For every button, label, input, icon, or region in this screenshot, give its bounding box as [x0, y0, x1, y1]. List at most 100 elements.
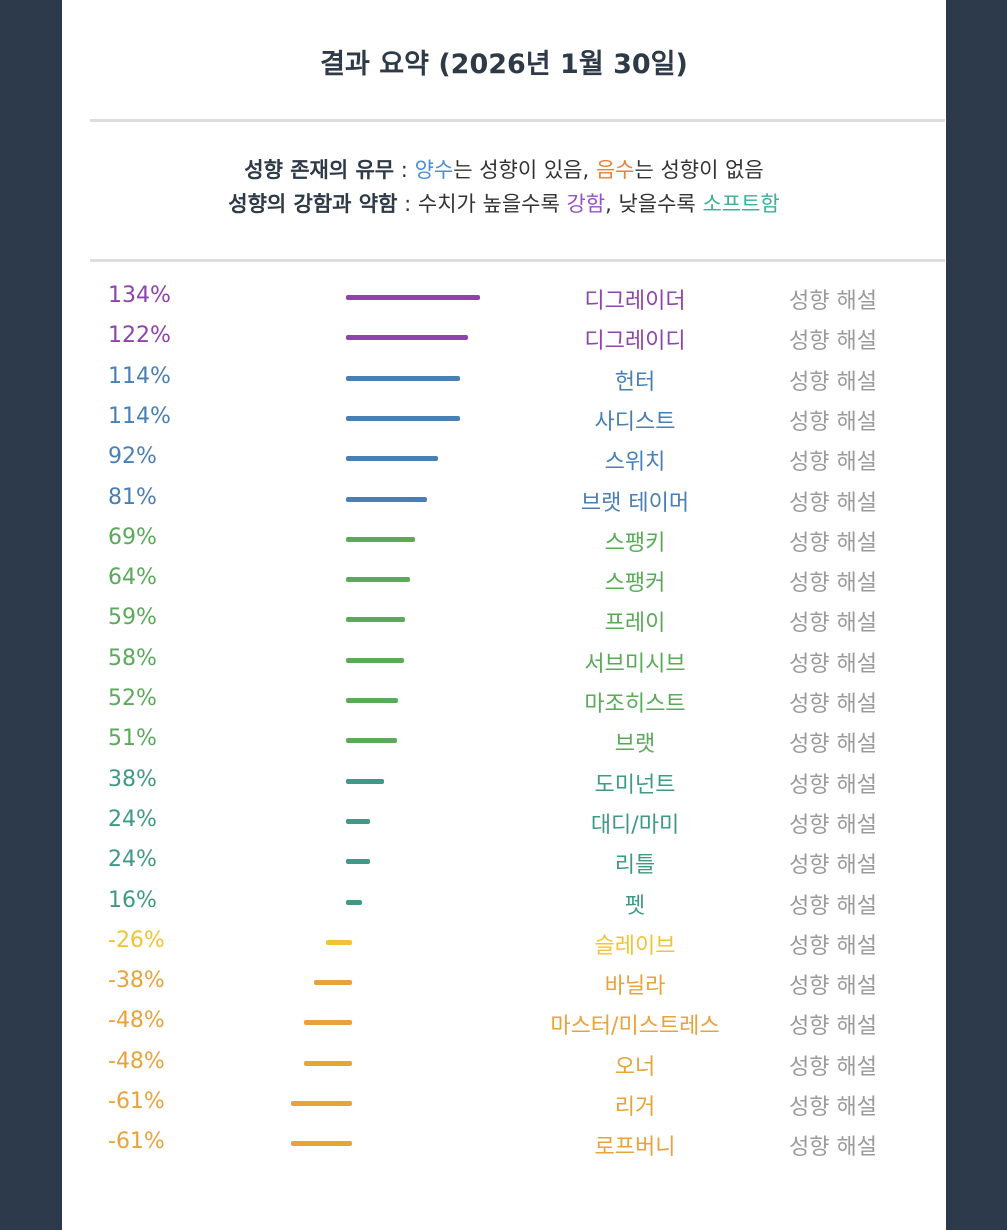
explanation-link[interactable]: 성향 해설: [789, 974, 877, 1000]
chart-row: 16% 펫 성향 해설: [0, 884, 1007, 924]
chart-bar: [346, 295, 480, 300]
explanation-link[interactable]: 성향 해설: [789, 450, 877, 476]
chart-row: -61% 로프버니 성향 해설: [0, 1125, 1007, 1165]
chart-bar: [314, 980, 352, 986]
legend-line-2: 성향의 강함과 약함 : 수치가 높을수록 강함, 낮을수록 소프트함: [62, 188, 946, 218]
chart-row: -26% 슬레이브 성향 해설: [0, 924, 1007, 964]
legend-soft: 소프트함: [702, 192, 780, 216]
value-label: -38%: [108, 968, 165, 994]
explanation-link[interactable]: 성향 해설: [789, 732, 877, 758]
legend-text-1: 수치가 높을수록: [417, 192, 567, 216]
category-label: 리거: [614, 1095, 656, 1120]
category-label: 마스터/미스트레스: [550, 1014, 720, 1040]
explanation-link[interactable]: 성향 해설: [789, 530, 877, 556]
value-label: 92%: [108, 444, 157, 470]
explanation-link[interactable]: 성향 해설: [789, 611, 877, 637]
legend-line-1: 성향 존재의 유무 : 양수는 성향이 있음, 음수는 성향이 없음: [62, 154, 946, 184]
chart-row: 122% 디그레이디 성향 해설: [0, 319, 1007, 359]
category-label: 바닐라: [604, 974, 666, 1000]
value-label: 122%: [108, 323, 171, 349]
chart-row: 114% 헌터 성향 해설: [0, 360, 1007, 400]
category-label: 스팽커: [604, 571, 666, 597]
category-label: 도미넌트: [594, 772, 676, 798]
explanation-link[interactable]: 성향 해설: [789, 1054, 877, 1080]
chart-bar: [346, 657, 404, 663]
category-label: 오너: [614, 1054, 656, 1080]
chart-bar: [346, 818, 370, 824]
category-label: 브랫 테이머: [580, 490, 690, 516]
explanation-link[interactable]: 성향 해설: [789, 1095, 877, 1120]
explanation-link[interactable]: 성향 해설: [789, 893, 877, 919]
chart-bar: [291, 1101, 352, 1106]
divider-top: [90, 119, 945, 122]
explanation-link[interactable]: 성향 해설: [789, 369, 877, 395]
value-label: 24%: [108, 806, 157, 832]
category-label: 펫: [624, 893, 646, 919]
value-label: 81%: [108, 484, 157, 510]
explanation-link[interactable]: 성향 해설: [789, 692, 877, 717]
legend-strong: 강함: [566, 192, 606, 216]
legend-label-strength: 성향의 강함과 약함: [228, 192, 398, 216]
explanation-link[interactable]: 성향 해설: [789, 329, 877, 355]
explanation-link[interactable]: 성향 해설: [789, 571, 877, 597]
category-label: 대디/마미: [590, 812, 680, 838]
chart-row: 134% 디그레이더 성향 해설: [0, 279, 1007, 319]
chart-row: 69% 스팽키 성향 해설: [0, 521, 1007, 561]
value-label: 114%: [108, 363, 171, 389]
legend-negative: 음수: [595, 158, 635, 182]
chart-row: 64% 스팽커 성향 해설: [0, 561, 1007, 601]
legend-positive: 양수: [414, 158, 454, 182]
chart-row: 92% 스위치 성향 해설: [0, 440, 1007, 480]
value-label: 59%: [108, 605, 157, 631]
explanation-link[interactable]: 성향 해설: [789, 409, 877, 435]
explanation-link[interactable]: 성향 해설: [789, 1014, 877, 1040]
category-label: 스위치: [604, 450, 666, 476]
value-label: 114%: [108, 403, 171, 429]
value-label: -26%: [108, 927, 165, 953]
value-label: 51%: [108, 726, 157, 752]
divider-bottom: [90, 259, 945, 262]
legend-sep: :: [394, 158, 415, 182]
category-label: 디그레이디: [584, 329, 686, 355]
explanation-link[interactable]: 성향 해설: [789, 651, 877, 677]
chart-bar: [346, 698, 398, 703]
chart-bar: [346, 617, 405, 623]
chart-row: 38% 도미넌트 성향 해설: [0, 763, 1007, 803]
chart-row: 51% 브랫 성향 해설: [0, 722, 1007, 762]
legend-positive-text: 는 성향이 있음,: [453, 158, 596, 182]
chart-bar: [346, 899, 362, 905]
legend-negative-text: 는 성향이 없음: [634, 158, 764, 182]
explanation-link[interactable]: 성향 해설: [789, 853, 877, 879]
chart-bar: [304, 1020, 352, 1026]
chart-row: -48% 마스터/미스트레스 성향 해설: [0, 1004, 1007, 1044]
legend-text-2: , 낮을수록: [605, 192, 703, 216]
chart-row: 24% 대디/마미 성향 해설: [0, 803, 1007, 843]
explanation-link[interactable]: 성향 해설: [789, 490, 877, 516]
category-label: 프레이: [604, 611, 666, 637]
legend-sep: :: [397, 192, 418, 216]
chart-row: 24% 리틀 성향 해설: [0, 843, 1007, 883]
chart-bar: [304, 1060, 352, 1066]
page-title: 결과 요약 (2026년 1월 30일): [320, 49, 688, 80]
chart-row: 59% 프레이 성향 해설: [0, 601, 1007, 641]
explanation-link[interactable]: 성향 해설: [789, 1135, 877, 1161]
result-card: [62, 0, 946, 1230]
explanation-link[interactable]: 성향 해설: [789, 933, 877, 959]
value-label: 134%: [108, 283, 171, 308]
value-label: 16%: [108, 887, 157, 913]
explanation-link[interactable]: 성향 해설: [789, 812, 877, 838]
chart-bar: [326, 939, 352, 945]
explanation-link[interactable]: 성향 해설: [789, 772, 877, 798]
explanation-link[interactable]: 성향 해설: [789, 289, 877, 314]
category-label: 서브미시브: [584, 651, 686, 677]
chart-bar: [346, 859, 370, 865]
value-label: 52%: [108, 686, 157, 711]
category-label: 마조히스트: [584, 692, 686, 717]
value-label: -48%: [108, 1048, 165, 1074]
chart-bar: [346, 536, 415, 542]
chart-bar: [346, 738, 397, 744]
value-label: -61%: [108, 1129, 165, 1155]
chart-row: 114% 사디스트 성향 해설: [0, 400, 1007, 440]
chart-row: -48% 오너 성향 해설: [0, 1045, 1007, 1085]
category-label: 리틀: [614, 853, 656, 879]
